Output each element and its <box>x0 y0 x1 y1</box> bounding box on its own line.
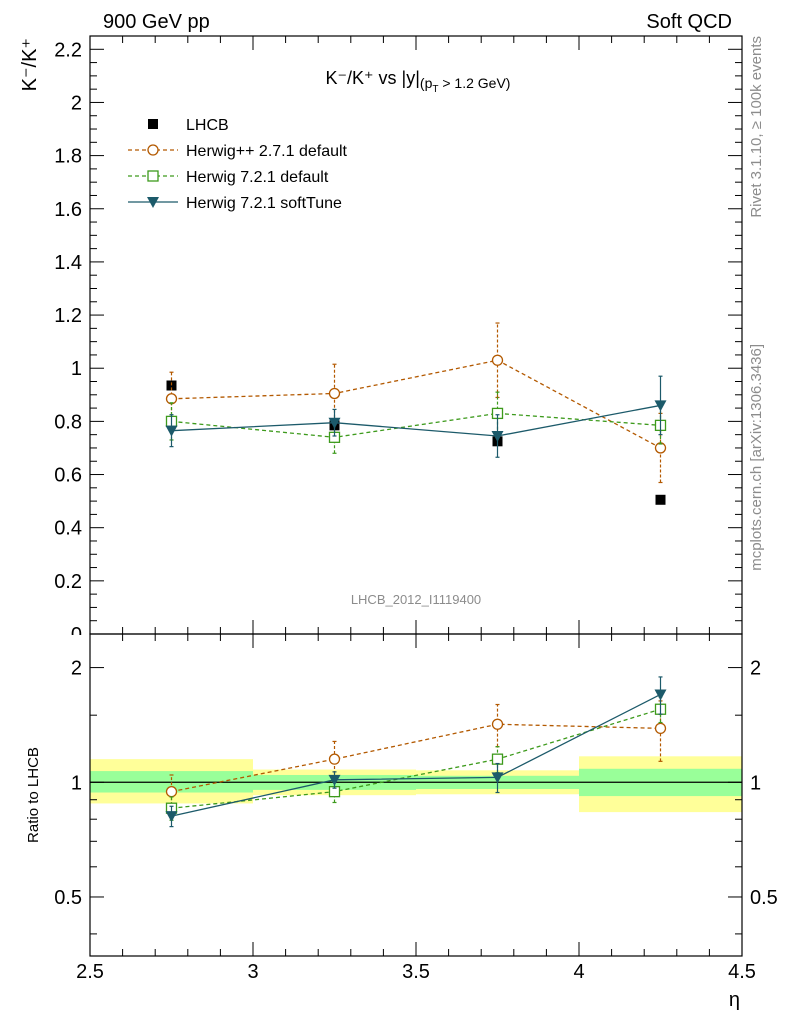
main-y-tick-label: 0.2 <box>54 571 82 593</box>
ratio-herwig-2-7-1-default-line <box>171 723 661 793</box>
main-y-tick-label: 0.8 <box>54 411 82 433</box>
legend-marker-2 <box>147 170 159 182</box>
chart-title: K⁻/K⁺ vs |y|(pT > 1.2 GeV) <box>326 68 511 95</box>
x-tick-label: 3.5 <box>402 961 430 983</box>
main-y-tick-label: 2.2 <box>54 39 82 61</box>
legend-label-3: Herwig 7.2.1 softTune <box>186 195 342 212</box>
x-tick-label: 2.5 <box>76 961 104 983</box>
y-axis-label-ratio: Ratio to LHCB <box>25 747 42 843</box>
ratio-y-tick-label: 1 <box>71 772 82 794</box>
ratio-herwig-7-2-1-softtune-point <box>491 772 504 784</box>
legend-marker-1 <box>147 144 159 156</box>
legend-label-2: Herwig 7.2.1 default <box>186 169 329 186</box>
x-tick-label: 4.5 <box>728 961 756 983</box>
ratio-herwig-2-7-1-default-point <box>165 785 178 798</box>
legend-label-0: LHCB <box>186 117 229 134</box>
main-y-tick-label: 1.8 <box>54 146 82 168</box>
main-herwig-7-2-1-softtune-point <box>328 417 341 429</box>
chart-title-sub: (p <box>420 75 433 91</box>
main-y-tick-label: 0.6 <box>54 465 82 487</box>
main-plot: 00.20.40.60.811.21.41.61.822.2 <box>40 35 743 647</box>
mcplots-label: mcplots.cern.ch [arXiv:1306.3436] <box>748 344 765 571</box>
ratio-herwig-2-7-1-default-point <box>654 722 667 735</box>
main-y-tick-label: 1.2 <box>54 305 82 327</box>
legend-label-1: Herwig++ 2.7.1 default <box>186 143 348 160</box>
ratio-herwig-7-2-1-softtune-point <box>165 811 178 823</box>
legend-marker-0 <box>148 119 158 129</box>
ratio-herwig-7-2-1-default-line <box>171 708 661 809</box>
main-y-tick-label: 0.4 <box>54 518 82 540</box>
ratio-herwig-2-7-1-default-point <box>491 718 504 730</box>
ratio-herwig-2-7-1-default-point <box>328 753 341 765</box>
main-herwig-2-7-1-default-point <box>491 354 504 366</box>
chart-title-sub-index: T <box>432 84 438 95</box>
main-y-tick-label: 2 <box>71 92 82 114</box>
main-y-tick-label: 1.4 <box>54 252 82 274</box>
main-herwig-2-7-1-default-line <box>171 359 661 449</box>
ratio-herwig-7-2-1-softtune-line <box>171 693 661 817</box>
main-lhcb-point <box>166 380 177 391</box>
chart-title-main: K⁻/K⁺ vs |y| <box>326 68 420 88</box>
main-y-tick-label: 1 <box>71 358 82 380</box>
rivet-label: Rivet 3.1.10, ≥ 100k events <box>748 36 765 218</box>
x-tick-label: 3 <box>247 961 258 983</box>
analysis-watermark: LHCB_2012_I1119400 <box>351 592 481 607</box>
ratio-bands <box>90 756 742 813</box>
header-right: Soft QCD <box>646 11 732 33</box>
ratio-herwig-7-2-1-softtune-point <box>328 774 341 786</box>
y-axis-label-main: K⁻/K⁺ <box>19 38 41 91</box>
main-herwig-2-7-1-default-point <box>328 387 341 400</box>
main-herwig-7-2-1-softtune-point <box>654 400 667 412</box>
chart-title-sub-end: > 1.2 GeV) <box>438 75 510 91</box>
ratio-y-tick-label-right: 0.5 <box>750 887 778 909</box>
x-tick-label: 4 <box>573 961 584 983</box>
ratio-plot: 2.5 3 3.5 4 4.5 0.5 0.5 1 1 2 2 <box>54 633 778 983</box>
main-herwig-7-2-1-default-line <box>171 412 661 438</box>
ratio-y-tick-label-right: 2 <box>750 658 761 680</box>
main-herwig-7-2-1-softtune-line <box>171 404 661 437</box>
main-lhcb-point <box>655 494 666 505</box>
ratio-herwig-7-2-1-softtune-point <box>654 689 667 701</box>
legend: LHCB Herwig++ 2.7.1 default Herwig 7.2.1 d… <box>128 117 348 212</box>
x-axis-label: η <box>729 989 740 1011</box>
ratio-y-tick-label-right: 1 <box>750 772 761 794</box>
header-left: 900 GeV pp <box>103 11 210 33</box>
main-y-tick-label: 1.6 <box>54 199 82 221</box>
main-herwig-7-2-1-softtune-point <box>491 430 504 442</box>
ratio-y-tick-label: 2 <box>71 658 82 680</box>
legend-marker-3 <box>147 197 159 208</box>
main-herwig-7-2-1-softtune-point <box>165 425 178 437</box>
ratio-herwig-7-2-1-default-point <box>491 753 504 765</box>
zero-label-mask <box>40 635 89 647</box>
ratio-y-tick-label: 0.5 <box>54 887 82 909</box>
